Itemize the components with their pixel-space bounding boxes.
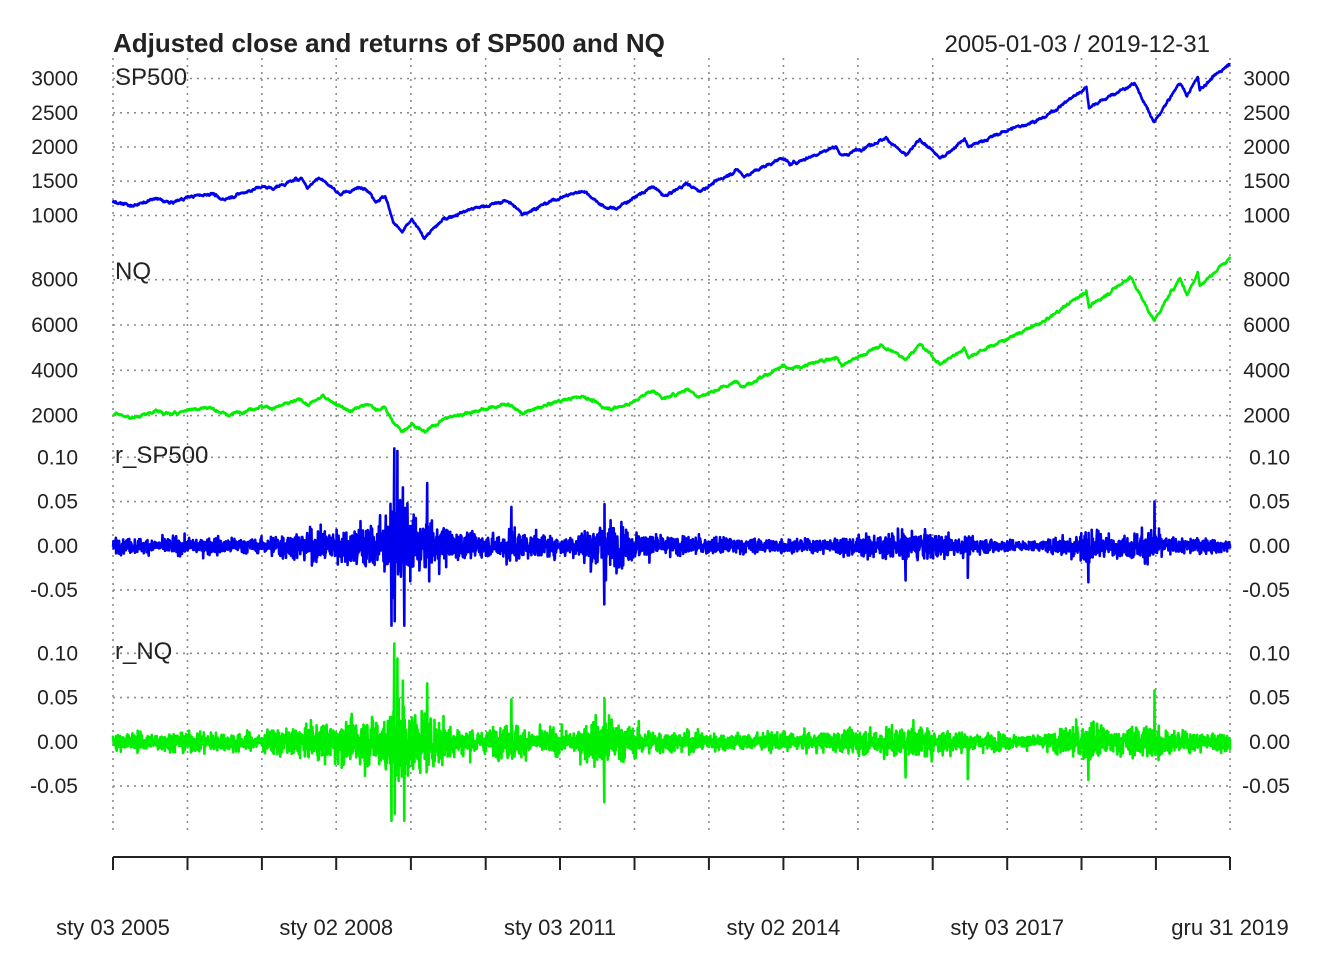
panel-label: r_NQ bbox=[115, 638, 172, 665]
panel-label: r_SP500 bbox=[115, 442, 208, 469]
y-tick-label-right: 2500 bbox=[1243, 102, 1290, 125]
panel-nq: 2000 2000 4000 4000 6000 6000 8000 8000 NQ bbox=[31, 256, 1290, 434]
panel-r-nq: -0.05 -0.05 0.00 0.00 0.05 0.05 0.10 0.10 r_NQ bbox=[30, 638, 1290, 822]
y-tick-label-right: 0.05 bbox=[1249, 687, 1290, 710]
y-tick-label-left: 0.00 bbox=[37, 731, 78, 754]
y-tick-label-left: -0.05 bbox=[30, 579, 78, 602]
grid-lines bbox=[112, 58, 1231, 830]
y-tick-label-left: 0.05 bbox=[37, 687, 78, 710]
y-tick-label-right: 0.10 bbox=[1249, 642, 1290, 665]
y-tick-label-left: 0.05 bbox=[37, 491, 78, 514]
panel-label: NQ bbox=[115, 258, 151, 285]
y-tick-label-right: 2000 bbox=[1243, 405, 1290, 428]
y-tick-label-left: 6000 bbox=[31, 314, 78, 337]
y-tick-label-right: 1500 bbox=[1243, 170, 1290, 193]
y-tick-label-right: -0.05 bbox=[1242, 775, 1290, 798]
y-tick-label-left: 2000 bbox=[31, 136, 78, 159]
panel-r-sp500: -0.05 -0.05 0.00 0.00 0.05 0.05 0.10 0.10 r_SP50… bbox=[30, 442, 1290, 627]
x-tick-label: sty 02 2014 bbox=[727, 915, 841, 940]
y-tick-label-left: 0.10 bbox=[37, 446, 78, 469]
y-tick-label-left: 4000 bbox=[31, 359, 78, 382]
series-line-nq bbox=[111, 256, 1232, 434]
y-tick-label-left: 1000 bbox=[31, 205, 78, 228]
x-tick-label: sty 03 2005 bbox=[56, 915, 170, 940]
y-tick-label-left: -0.05 bbox=[30, 775, 78, 798]
y-tick-label-left: 3000 bbox=[31, 68, 78, 91]
y-tick-label-right: 6000 bbox=[1243, 314, 1290, 337]
y-tick-label-right: 0.00 bbox=[1249, 535, 1290, 558]
y-tick-label-right: 0.00 bbox=[1249, 731, 1290, 754]
x-tick-label: sty 02 2008 bbox=[279, 915, 393, 940]
y-tick-label-right: 0.10 bbox=[1249, 446, 1290, 469]
x-tick-label: gru 31 2019 bbox=[1171, 915, 1288, 940]
y-tick-label-right: 3000 bbox=[1243, 68, 1290, 91]
y-tick-label-right: 8000 bbox=[1243, 269, 1290, 292]
date-range-label: 2005-01-03 / 2019-12-31 bbox=[944, 31, 1210, 58]
y-tick-label-left: 1500 bbox=[31, 170, 78, 193]
y-tick-label-left: 0.10 bbox=[37, 642, 78, 665]
series-line-r-nq bbox=[111, 642, 1232, 822]
y-tick-label-left: 2000 bbox=[31, 405, 78, 428]
y-tick-label-left: 0.00 bbox=[37, 535, 78, 558]
series-line-sp500 bbox=[111, 62, 1232, 241]
y-tick-label-right: 2000 bbox=[1243, 136, 1290, 159]
x-tick-label: sty 03 2017 bbox=[950, 915, 1064, 940]
series-line-r-sp500 bbox=[111, 447, 1232, 627]
y-tick-label-left: 2500 bbox=[31, 102, 78, 125]
panel-label: SP500 bbox=[115, 64, 187, 91]
y-tick-label-right: 4000 bbox=[1243, 359, 1290, 382]
y-tick-label-right: -0.05 bbox=[1242, 579, 1290, 602]
x-axis: sty 03 2005 sty 02 2008 sty 03 2011 sty 02 … bbox=[56, 856, 1289, 940]
chart-title: Adjusted close and returns of SP500 and … bbox=[113, 28, 665, 58]
x-tick-label: sty 03 2011 bbox=[504, 915, 616, 940]
y-tick-label-right: 0.05 bbox=[1249, 491, 1290, 514]
y-tick-label-left: 8000 bbox=[31, 269, 78, 292]
y-tick-label-right: 1000 bbox=[1243, 205, 1290, 228]
chart-panels: 1000 1000 1500 1500 2000 2000 2500 2500 3000 3000… bbox=[30, 62, 1290, 822]
panel-sp500: 1000 1000 1500 1500 2000 2000 2500 2500 3000 3000… bbox=[31, 62, 1290, 241]
